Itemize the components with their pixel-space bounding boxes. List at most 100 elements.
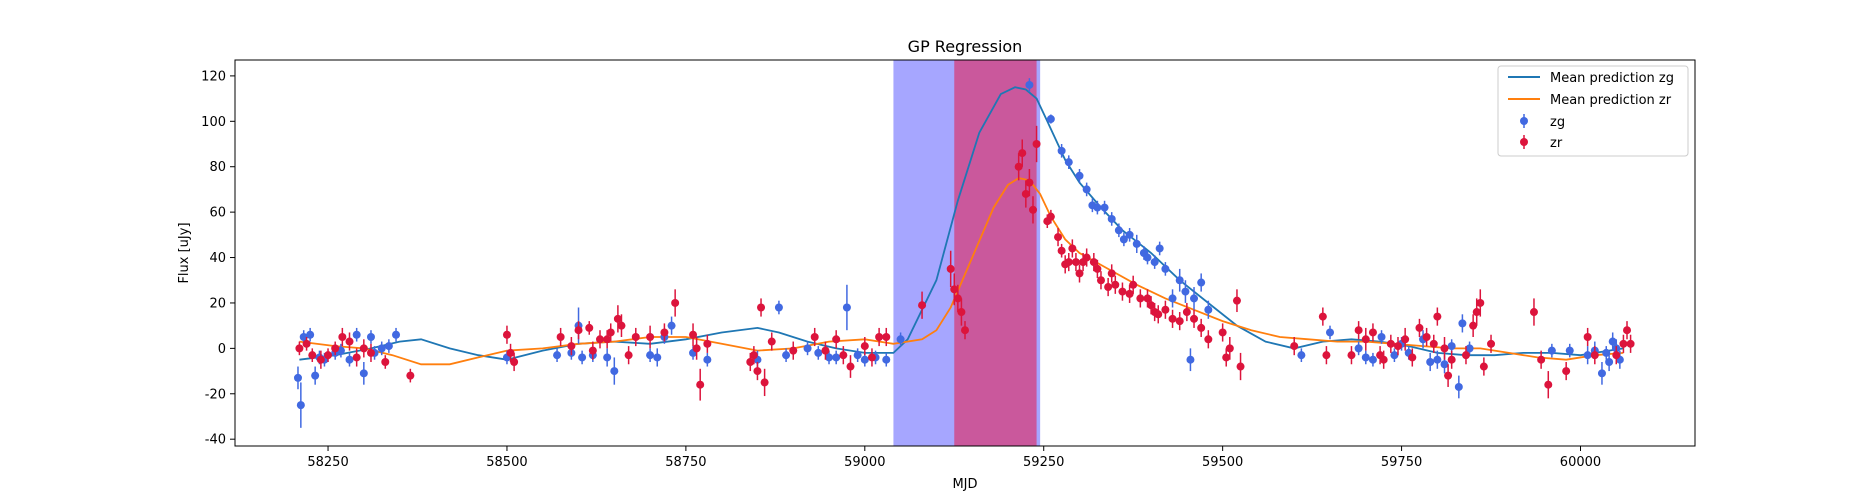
data-point-zr — [1444, 364, 1453, 387]
marker — [1100, 203, 1109, 212]
marker — [1565, 346, 1574, 355]
data-point-zr — [753, 361, 762, 381]
data-point-zr — [953, 284, 962, 313]
data-point-zr — [1537, 350, 1546, 369]
marker — [882, 355, 891, 364]
marker — [1150, 258, 1159, 267]
data-point-zr — [585, 321, 594, 335]
marker — [1544, 380, 1553, 389]
marker — [359, 344, 368, 353]
marker — [306, 330, 315, 339]
data-point-zg — [1547, 343, 1556, 358]
data-point-zr — [338, 327, 347, 347]
marker — [1018, 149, 1027, 158]
marker — [1469, 321, 1478, 330]
marker — [1075, 269, 1084, 278]
marker — [810, 333, 819, 342]
data-point-zr — [1136, 289, 1145, 308]
data-point-zr — [1021, 180, 1030, 208]
data-point-zr — [1225, 337, 1234, 360]
data-point-zg — [1354, 341, 1363, 356]
data-point-zr — [331, 341, 340, 356]
data-point-zg — [832, 350, 841, 365]
marker — [671, 298, 680, 307]
marker — [296, 401, 305, 410]
marker — [610, 367, 619, 376]
marker — [567, 342, 576, 351]
marker — [853, 351, 862, 360]
chart-title: GP Regression — [908, 37, 1023, 56]
marker — [366, 348, 375, 357]
data-point-zr — [1487, 334, 1496, 353]
data-point-zr — [1125, 284, 1134, 303]
marker — [1161, 264, 1170, 273]
data-point-zg — [366, 330, 375, 344]
data-point-zg — [703, 352, 712, 367]
y-tick-label: 120 — [201, 69, 226, 84]
data-point-zr — [613, 305, 622, 333]
marker — [1143, 294, 1152, 303]
marker — [1082, 185, 1091, 194]
data-point-zg — [1390, 348, 1399, 362]
marker — [1182, 308, 1191, 317]
marker — [502, 330, 511, 339]
marker — [1190, 294, 1199, 303]
legend-label-zr: zr — [1550, 136, 1563, 151]
data-point-zg — [1565, 343, 1574, 358]
data-point-zg — [610, 357, 619, 385]
data-point-zr — [1046, 209, 1055, 224]
data-point-zr — [1032, 125, 1041, 163]
marker — [331, 344, 340, 353]
data-point-zr — [1197, 318, 1206, 338]
marker — [596, 335, 604, 344]
marker — [1393, 342, 1402, 351]
data-point-zr — [1111, 275, 1120, 294]
data-point-zg — [782, 348, 791, 362]
marker — [757, 303, 766, 312]
data-point-zr — [588, 341, 597, 360]
data-point-zr — [1028, 196, 1037, 224]
data-point-zr — [692, 337, 701, 360]
data-point-zg — [578, 350, 587, 365]
data-point-zr — [1014, 153, 1023, 181]
marker — [293, 373, 302, 382]
data-point-zg — [1057, 144, 1066, 158]
marker — [1433, 355, 1442, 364]
data-point-zg — [345, 352, 354, 367]
marker — [1386, 339, 1395, 348]
marker — [1426, 357, 1435, 366]
data-point-zr — [502, 325, 511, 344]
y-tick-label: 20 — [209, 296, 226, 311]
x-tick-label: 59500 — [1202, 455, 1243, 470]
marker — [1608, 337, 1617, 346]
marker — [957, 308, 966, 317]
data-point-zg — [1465, 341, 1474, 356]
marker — [1597, 369, 1606, 378]
marker — [1054, 233, 1063, 242]
y-tick-label: -20 — [205, 387, 226, 402]
data-point-zg — [293, 366, 302, 390]
data-point-zr — [308, 348, 317, 362]
data-point-zr — [760, 368, 769, 397]
marker — [760, 378, 769, 387]
data-point-zr — [1025, 168, 1034, 197]
marker — [1361, 335, 1370, 344]
marker — [660, 328, 669, 337]
marker — [1429, 339, 1438, 348]
x-tick-label: 59250 — [1023, 455, 1064, 470]
marker — [345, 337, 354, 346]
marker — [1204, 335, 1213, 344]
data-point-zr — [624, 346, 633, 365]
marker — [749, 351, 758, 360]
data-point-zr — [1401, 327, 1410, 351]
data-point-zg — [1204, 300, 1213, 319]
data-point-zr — [875, 327, 884, 347]
data-point-zr — [366, 343, 375, 362]
data-point-zg — [1155, 241, 1164, 256]
marker — [302, 339, 311, 348]
data-point-zg — [842, 284, 851, 331]
marker — [359, 369, 368, 378]
data-point-zr — [1529, 298, 1538, 326]
marker — [338, 333, 347, 342]
